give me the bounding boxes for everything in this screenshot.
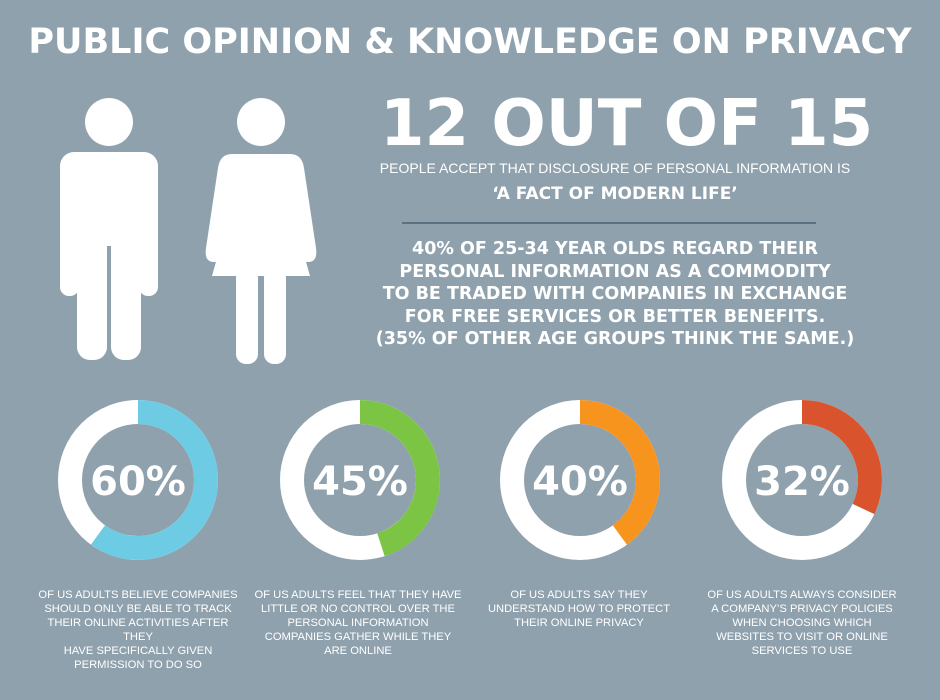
donut-caption-4: OF US ADULTS ALWAYS CONSIDER A COMPANY’S…: [697, 588, 907, 658]
page-title: PUBLIC OPINION & KNOWLEDGE ON PRIVACY: [28, 22, 912, 62]
caption-line: A COMPANY’S PRIVACY POLICIES: [711, 603, 893, 615]
donut-chart-4: 32%: [722, 400, 882, 560]
caption-line: UNDERSTAND HOW TO PROTECT: [487, 603, 671, 615]
caption-line: OF US ADULTS SAY THEY: [510, 589, 648, 601]
age-stat-line: TO BE TRADED WITH COMPANIES IN EXCHANGE: [382, 284, 848, 304]
male-figure-icon: [60, 98, 158, 360]
donut-ring-value: [58, 400, 218, 560]
headline-stat-value: 12 OUT OF 15: [380, 87, 874, 161]
donut-percentage: 40%: [532, 459, 628, 505]
donut-caption-2: OF US ADULTS FEEL THAT THEY HAVE LITTLE …: [253, 588, 463, 658]
age-stat-line: (35% OF OTHER AGE GROUPS THINK THE SAME.…: [375, 329, 855, 349]
donut-caption-3: OF US ADULTS SAY THEY UNDERSTAND HOW TO …: [474, 588, 684, 630]
donut-ring-value: [280, 400, 440, 560]
caption-line: WEBSITES TO VISIT OR ONLINE: [716, 631, 888, 643]
donut-percentage: 32%: [754, 459, 850, 505]
donut-chart-2: 45%: [280, 400, 440, 560]
age-stat-line: 40% OF 25-34 YEAR OLDS REGARD THEIR: [412, 239, 818, 259]
donut-ring-value: [722, 400, 882, 560]
age-stat-text: 40% OF 25-34 YEAR OLDS REGARD THEIR PERS…: [330, 238, 900, 351]
caption-line: OF US ADULTS FEEL THAT THEY HAVE: [254, 589, 462, 601]
headline-stat-description: PEOPLE ACCEPT THAT DISCLOSURE OF PERSONA…: [379, 160, 851, 176]
caption-line: LITTLE OR NO CONTROL OVER THE: [261, 603, 455, 615]
caption-line: PERMISSION TO DO SO: [74, 659, 202, 671]
caption-line: THEIR ONLINE PRIVACY: [514, 617, 644, 629]
caption-line: SERVICES TO USE: [751, 645, 853, 657]
caption-line: ARE ONLINE: [324, 645, 392, 657]
caption-line: HAVE SPECIFICALLY GIVEN: [63, 645, 213, 657]
caption-line: WHEN CHOOSING WHICH: [732, 617, 872, 629]
female-figure-icon: [205, 98, 317, 364]
age-stat-line: PERSONAL INFORMATION AS A COMMODITY: [399, 261, 831, 282]
caption-line: SHOULD ONLY BE ABLE TO TRACK: [44, 603, 232, 615]
donut-percentage: 60%: [90, 459, 186, 505]
caption-line: COMPANIES GATHER WHILE THEY: [264, 631, 452, 643]
caption-line: OF US ADULTS ALWAYS CONSIDER: [707, 589, 897, 601]
donut-ring-value: [500, 400, 660, 560]
caption-line: OF US ADULTS BELIEVE COMPANIES: [38, 589, 238, 601]
age-stat-line: FOR FREE SERVICES OR BETTER BENEFITS.: [404, 306, 826, 327]
donut-percentage: 45%: [312, 459, 408, 505]
donut-chart-3: 40%: [500, 400, 660, 560]
headline-stat-quote: ‘A FACT OF MODERN LIFE’: [492, 184, 738, 204]
caption-line: THEIR ONLINE ACTIVITIES AFTER THEY: [47, 617, 229, 643]
caption-line: PERSONAL INFORMATION: [287, 617, 429, 629]
donut-chart-1: 60%: [58, 400, 218, 560]
donut-caption-1: OF US ADULTS BELIEVE COMPANIES SHOULD ON…: [33, 588, 243, 672]
divider: [402, 222, 816, 224]
